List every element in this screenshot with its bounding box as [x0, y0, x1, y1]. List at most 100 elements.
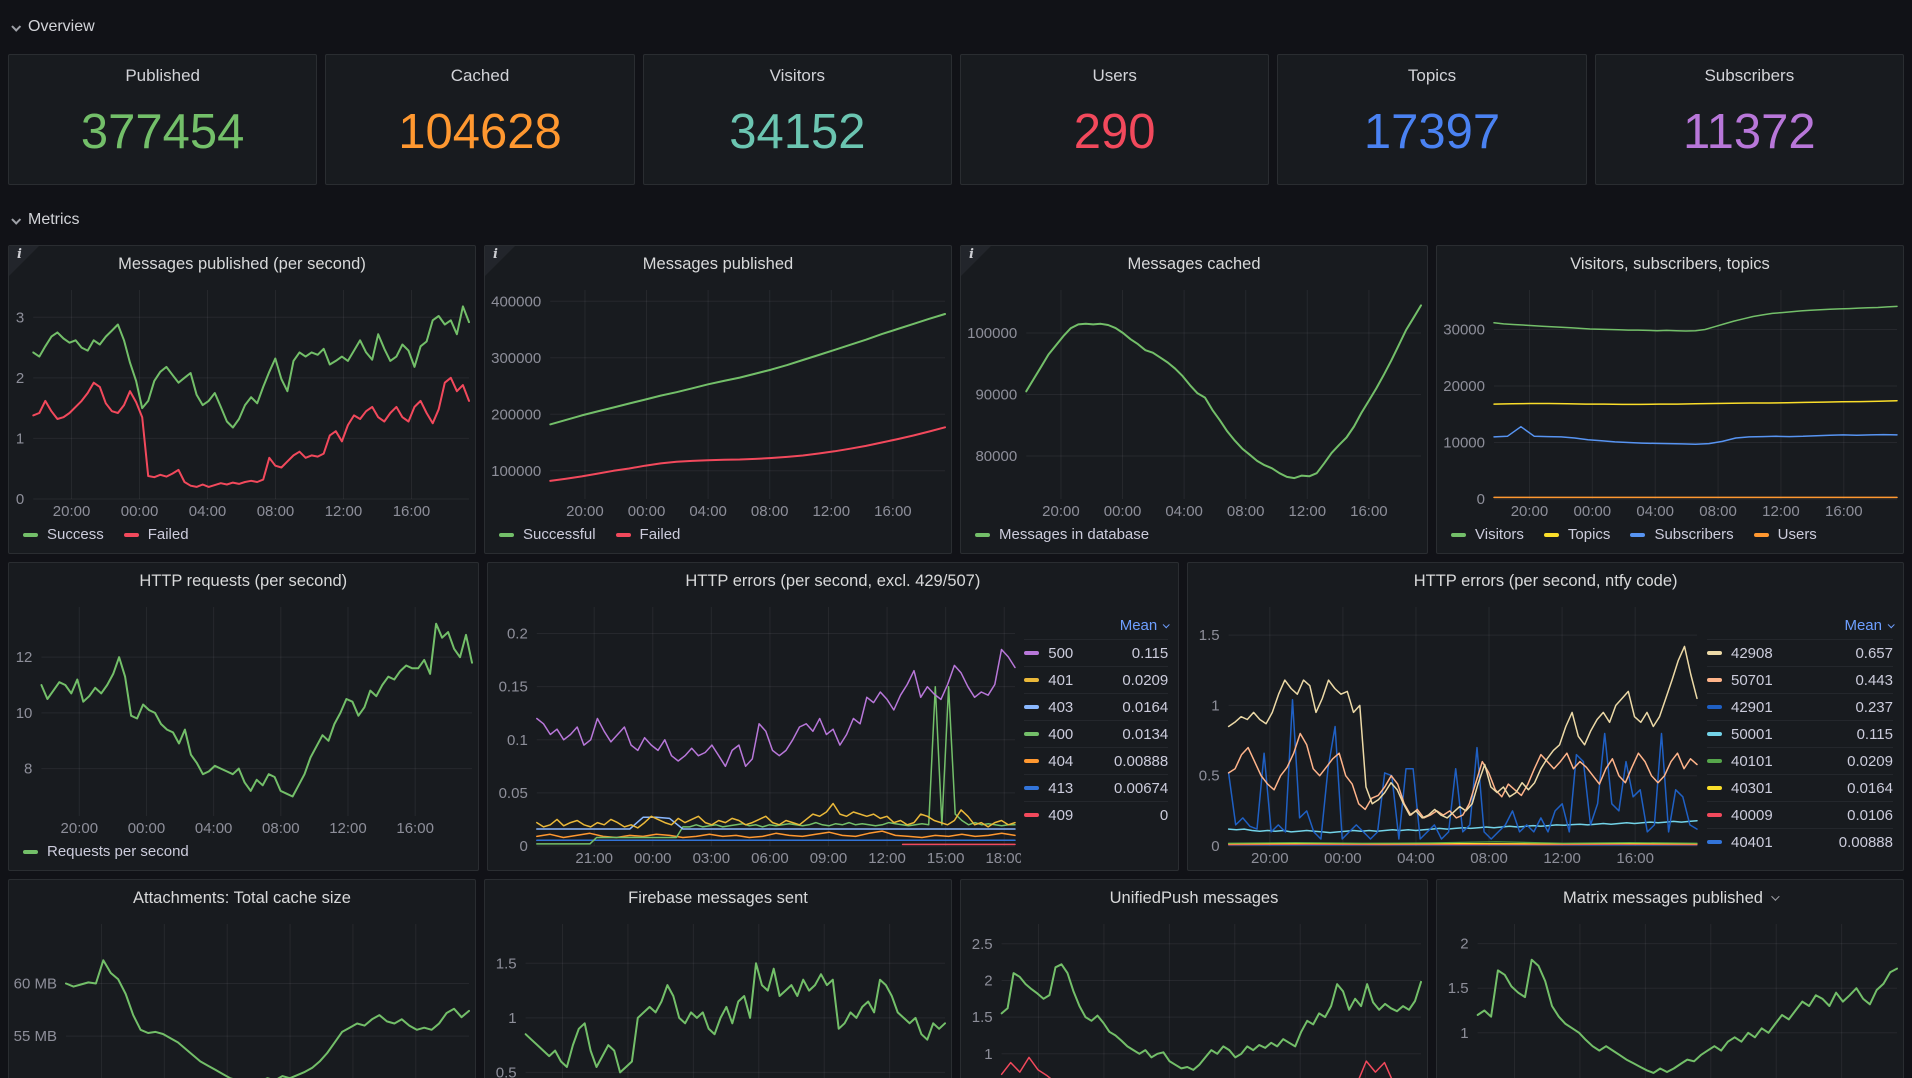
legend-item-messages-in-database[interactable]: Messages in database	[975, 526, 1149, 543]
stat-title[interactable]: Subscribers	[1704, 66, 1795, 85]
legend-row-401[interactable]: 401 0.0209	[1024, 666, 1169, 693]
legend-item-success[interactable]: Success	[23, 526, 104, 543]
legend-row-40401[interactable]: 40401 0.00888	[1707, 828, 1893, 855]
svg-text:08:00: 08:00	[1699, 503, 1737, 520]
svg-text:0: 0	[1477, 491, 1485, 508]
legend-row-404[interactable]: 404 0.00888	[1024, 747, 1169, 774]
panel-title[interactable]: Firebase messages sent	[485, 880, 951, 916]
legend-row-42901[interactable]: 42901 0.237	[1707, 693, 1893, 720]
svg-text:3: 3	[16, 309, 24, 326]
svg-text:1: 1	[16, 430, 24, 447]
legend-row-40101[interactable]: 40101 0.0209	[1707, 747, 1893, 774]
chart-plot[interactable]: 20:00 00:00 04:00 08:00 12:00 16:00 0 0.5 1 1.5	[1188, 599, 1703, 870]
panel-info-corner[interactable]	[485, 246, 515, 276]
svg-text:2: 2	[1460, 936, 1468, 953]
panel-title[interactable]: Matrix messages published	[1437, 880, 1903, 916]
panel-title[interactable]: Attachments: Total cache size	[9, 880, 475, 916]
legend-row-40009[interactable]: 40009 0.0106	[1707, 801, 1893, 828]
legend-row-409[interactable]: 409 0	[1024, 801, 1169, 828]
series-mean-value: 0.115	[1131, 644, 1169, 662]
series-color-swatch	[615, 532, 631, 537]
svg-text:20:00: 20:00	[1511, 503, 1549, 520]
panel-title-text: HTTP errors (per second, ntfy code)	[1413, 571, 1678, 590]
panel-title[interactable]: Visitors, subscribers, topics	[1437, 246, 1903, 282]
series-name: Successful	[523, 526, 596, 543]
stat-title[interactable]: Cached	[450, 66, 510, 85]
legend-row-403[interactable]: 403 0.0164	[1024, 693, 1169, 720]
info-icon[interactable]: i	[493, 247, 498, 262]
legend-row-413[interactable]: 413 0.00674	[1024, 774, 1169, 801]
panel-title[interactable]: HTTP errors (per second, excl. 429/507)	[488, 563, 1179, 599]
series-name: 50701	[1731, 671, 1773, 689]
panel-title-text: Messages published	[642, 254, 794, 273]
panel-title[interactable]: Messages cached	[961, 246, 1427, 282]
stat-title[interactable]: Published	[125, 66, 200, 85]
stat-title[interactable]: Users	[1092, 66, 1137, 85]
series-name: Messages in database	[999, 526, 1150, 543]
legend-mean-header[interactable]: Mean	[1707, 613, 1895, 637]
legend-item-failed[interactable]: Failed	[615, 526, 680, 543]
legend-row-40301[interactable]: 40301 0.0164	[1707, 774, 1893, 801]
svg-text:04:00: 04:00	[195, 820, 233, 837]
legend-row-42908[interactable]: 42908 0.657	[1707, 639, 1893, 666]
stats-row: Published 377454 Cached 104628 Visitors …	[8, 54, 1904, 185]
panel-title[interactable]: Messages published (per second)	[9, 246, 475, 282]
panel-http-errors-ntfy: HTTP errors (per second, ntfy code) 20:0…	[1187, 562, 1904, 871]
legend-mean-header[interactable]: Mean	[1024, 613, 1170, 637]
series-color-swatch	[1707, 651, 1722, 655]
svg-text:16:00: 16:00	[1617, 850, 1655, 867]
panel-title[interactable]: Messages published	[485, 246, 951, 282]
svg-text:06:00: 06:00	[751, 850, 789, 867]
series-color-swatch	[1707, 786, 1722, 790]
section-title: Metrics	[28, 211, 80, 228]
chart-plot[interactable]: 20:00 00:00 04:00 08:00 12:00 16:00 0 1 2 3	[9, 282, 475, 523]
series-color-swatch	[23, 532, 38, 537]
panel-messages-published-rate: Messages published (per second) 20:00 00:…	[8, 245, 476, 554]
series-mean-value: 0.00888	[1114, 752, 1169, 770]
legend-item-topics[interactable]: Topics	[1543, 526, 1610, 543]
stat-title[interactable]: Topics	[1407, 66, 1457, 85]
chart-plot[interactable]: 20:00 00:00 04:00 08:00 12:00 16:00 0 10000 2000…	[1437, 282, 1903, 523]
info-icon[interactable]: i	[969, 247, 974, 262]
legend-item-successful[interactable]: Successful	[499, 526, 596, 543]
legend-row-500[interactable]: 500 0.115	[1024, 639, 1169, 666]
chart-plot[interactable]: 20:00 00:00 04:00 08:00 12:00 16:00 8 10 12	[9, 599, 478, 840]
chart-plot[interactable]: 20:00 00:00 04:00 08:00 12:00 16:00 80000 90000…	[961, 282, 1427, 523]
legend-row-50001[interactable]: 50001 0.115	[1707, 720, 1893, 747]
panel-title[interactable]: HTTP errors (per second, ntfy code)	[1188, 563, 1903, 599]
legend-item-users[interactable]: Users	[1753, 526, 1817, 543]
stat-title[interactable]: Visitors	[769, 66, 826, 85]
section-row-overview[interactable]: Overview	[8, 12, 1904, 42]
chart-plot[interactable]: 20:00 00:00 04:00 08:00 12:00 16:00 100000 2000…	[485, 282, 951, 523]
panel-title[interactable]: HTTP requests (per second)	[9, 563, 478, 599]
info-icon[interactable]: i	[17, 247, 22, 262]
panel-info-corner[interactable]	[961, 246, 991, 276]
legend-item-visitors[interactable]: Visitors	[1451, 526, 1524, 543]
legend-item-subscribers[interactable]: Subscribers	[1630, 526, 1734, 543]
panel-title-text: Messages cached	[1127, 254, 1261, 273]
panel-title[interactable]: UnifiedPush messages	[961, 880, 1427, 916]
svg-text:12:00: 12:00	[329, 820, 367, 837]
stat-value: 11372	[1683, 105, 1816, 159]
panel-title-text: Visitors, subscribers, topics	[1570, 254, 1770, 273]
legend-table: Mean 500 0.115 401 0.0209 403 0.0164 400 0.0134 4…	[1020, 599, 1178, 870]
svg-text:0: 0	[519, 838, 527, 855]
chart-plot[interactable]: 21:00 00:00 03:00 06:00 09:00 12:00 15:00 18:00…	[488, 599, 1021, 870]
legend-row-400[interactable]: 400 0.0134	[1024, 720, 1169, 747]
svg-text:20:00: 20:00	[53, 503, 91, 520]
panel-info-corner[interactable]	[9, 246, 39, 276]
chevron-down-icon	[1771, 892, 1780, 901]
section-row-metrics[interactable]: Metrics	[8, 205, 1904, 235]
legend-item-failed[interactable]: Failed	[123, 526, 189, 543]
legend-row-50701[interactable]: 50701 0.443	[1707, 666, 1893, 693]
series-name: 42908	[1731, 644, 1773, 662]
legend-item-requests-per-second[interactable]: Requests per second	[23, 843, 189, 860]
svg-text:1.5: 1.5	[496, 955, 517, 972]
series-color-swatch	[1707, 678, 1722, 682]
chart-legend: Success Failed	[9, 523, 475, 553]
svg-text:80000: 80000	[975, 448, 1017, 465]
